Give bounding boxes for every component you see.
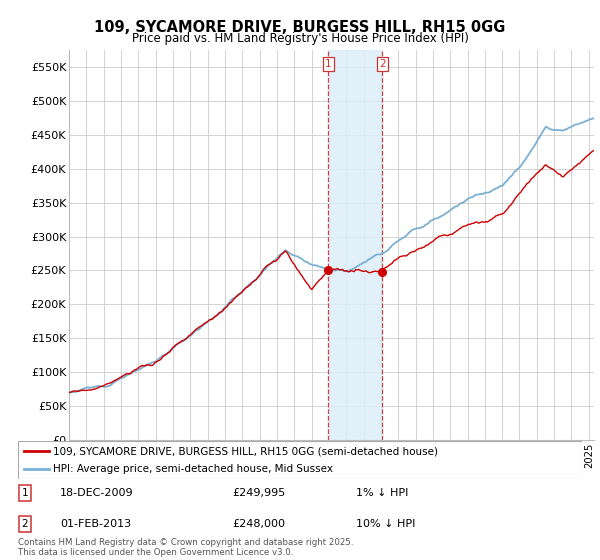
Text: 1: 1 <box>325 59 332 69</box>
Text: 109, SYCAMORE DRIVE, BURGESS HILL, RH15 0GG: 109, SYCAMORE DRIVE, BURGESS HILL, RH15 … <box>94 20 506 35</box>
Text: 18-DEC-2009: 18-DEC-2009 <box>60 488 134 498</box>
Bar <box>328 50 382 440</box>
Text: £249,995: £249,995 <box>232 488 286 498</box>
Text: £248,000: £248,000 <box>232 519 286 529</box>
Text: 2: 2 <box>379 59 386 69</box>
Text: Contains HM Land Registry data © Crown copyright and database right 2025.
This d: Contains HM Land Registry data © Crown c… <box>18 538 353 557</box>
Text: HPI: Average price, semi-detached house, Mid Sussex: HPI: Average price, semi-detached house,… <box>53 464 333 474</box>
Text: Price paid vs. HM Land Registry's House Price Index (HPI): Price paid vs. HM Land Registry's House … <box>131 32 469 45</box>
Text: 2: 2 <box>22 519 28 529</box>
Text: 1% ↓ HPI: 1% ↓ HPI <box>356 488 409 498</box>
Text: 1: 1 <box>22 488 28 498</box>
Text: 01-FEB-2013: 01-FEB-2013 <box>60 519 131 529</box>
Text: 10% ↓ HPI: 10% ↓ HPI <box>356 519 416 529</box>
Text: 109, SYCAMORE DRIVE, BURGESS HILL, RH15 0GG (semi-detached house): 109, SYCAMORE DRIVE, BURGESS HILL, RH15 … <box>53 446 438 456</box>
